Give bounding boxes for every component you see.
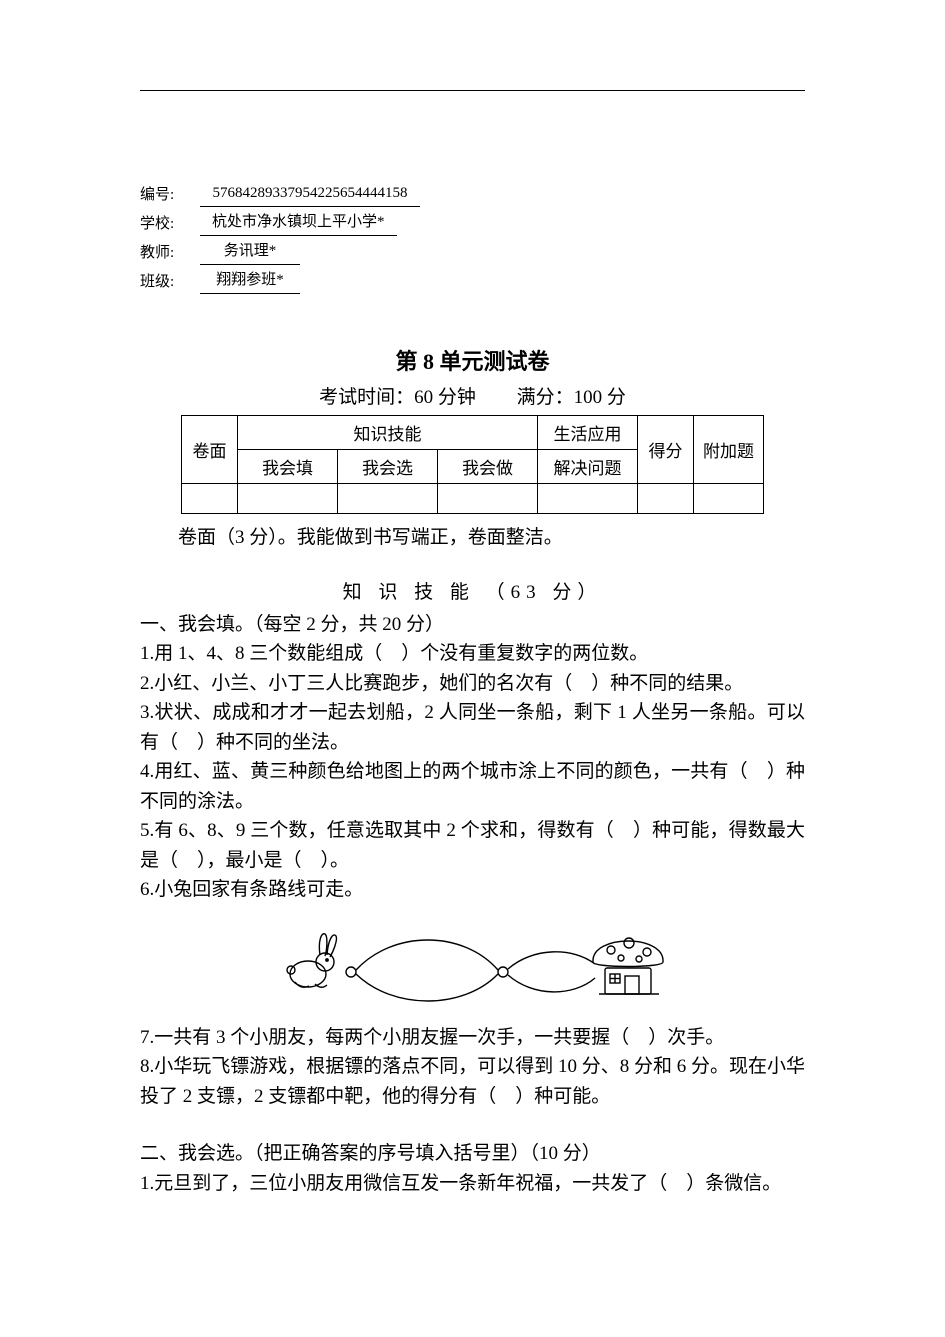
spacer <box>140 1111 805 1139</box>
col-fill: 我会填 <box>238 450 338 484</box>
col-bonus: 附加题 <box>694 416 764 484</box>
score-row-empty <box>182 484 764 514</box>
cell-empty <box>338 484 438 514</box>
page-subtitle: 考试时间：60 分钟 满分：100 分 <box>140 382 805 409</box>
score-row-1: 卷面 知识技能 生活应用 得分 附加题 <box>182 416 764 450</box>
q1-8: 8.小华玩飞镖游戏，根据镖的落点不同，可以得到 10 分、8 分和 6 分。现在… <box>140 1052 805 1111</box>
cell-empty <box>438 484 538 514</box>
q2-1: 1.元旦到了，三位小朋友用微信互发一条新年祝福，一共发了（ ）条微信。 <box>140 1169 805 1198</box>
col-knowledge: 知识技能 <box>238 416 538 450</box>
path-figure <box>140 912 805 1016</box>
meta-label-teacher: 教师: <box>140 241 200 265</box>
top-rule <box>140 90 805 91</box>
q1-3: 3.状状、成成和才才一起去划船，2 人同坐一条船，剩下 1 人坐另一条船。可以有… <box>140 698 805 757</box>
meta-block: 编号: 57684289337954225654444158 学校: 杭处市净水… <box>140 181 805 294</box>
rabbit-path-icon <box>273 912 673 1007</box>
meta-value-school: 杭处市净水镇坝上平小学* <box>200 210 397 236</box>
score-table: 卷面 知识技能 生活应用 得分 附加题 我会填 我会选 我会做 解决问题 <box>181 415 764 514</box>
col-choose: 我会选 <box>338 450 438 484</box>
col-life: 生活应用 <box>538 416 638 450</box>
q1-5: 5.有 6、8、9 三个数，任意选取其中 2 个求和，得数有（ ）种可能，得数最… <box>140 816 805 875</box>
meta-row-class: 班级: 翔翔参班* <box>140 268 805 294</box>
meta-row-id: 编号: 57684289337954225654444158 <box>140 181 805 207</box>
q1-1: 1.用 1、4、8 三个数能组成（ ）个没有重复数字的两位数。 <box>140 639 805 668</box>
q1-2: 2.小红、小兰、小丁三人比赛跑步，她们的名次有（ ）种不同的结果。 <box>140 669 805 698</box>
col-solve: 解决问题 <box>538 450 638 484</box>
meta-label-id: 编号: <box>140 183 200 207</box>
col-paper: 卷面 <box>182 416 238 484</box>
meta-value-class: 翔翔参班* <box>200 268 300 294</box>
page: 编号: 57684289337954225654444158 学校: 杭处市净水… <box>0 0 945 1258</box>
meta-value-id: 57684289337954225654444158 <box>200 181 420 207</box>
meta-row-teacher: 教师: 务讯理* <box>140 239 805 265</box>
q1-6: 6.小兔回家有条路线可走。 <box>140 875 805 904</box>
meta-value-teacher: 务讯理* <box>200 239 300 265</box>
body-text: 一、我会填。（每空 2 分，共 20 分） 1.用 1、4、8 三个数能组成（ … <box>140 610 805 1198</box>
cell-empty <box>694 484 764 514</box>
q1-4: 4.用红、蓝、黄三种颜色给地图上的两个城市涂上不同的颜色，一共有（ ）种不同的涂… <box>140 757 805 816</box>
col-score: 得分 <box>638 416 694 484</box>
cell-empty <box>238 484 338 514</box>
cell-empty <box>638 484 694 514</box>
subtitle-full: 满分：100 分 <box>517 382 626 409</box>
cell-empty <box>538 484 638 514</box>
page-title: 第 8 单元测试卷 <box>140 344 805 376</box>
q1-7: 7.一共有 3 个小朋友，每两个小朋友握一次手，一共要握（ ）次手。 <box>140 1023 805 1052</box>
col-do: 我会做 <box>438 450 538 484</box>
subtitle-time: 考试时间：60 分钟 <box>319 382 476 409</box>
note-line: 卷面（3 分）。我能做到书写端正，卷面整洁。 <box>140 522 805 549</box>
heading-fill: 一、我会填。（每空 2 分，共 20 分） <box>140 610 805 639</box>
heading-choose: 二、我会选。（把正确答案的序号填入括号里）（10 分） <box>140 1139 805 1168</box>
meta-label-class: 班级: <box>140 270 200 294</box>
meta-row-school: 学校: 杭处市净水镇坝上平小学* <box>140 210 805 236</box>
cell-empty <box>182 484 238 514</box>
meta-label-school: 学校: <box>140 212 200 236</box>
section-head-knowledge: 知 识 技 能 （63 分） <box>140 577 805 604</box>
